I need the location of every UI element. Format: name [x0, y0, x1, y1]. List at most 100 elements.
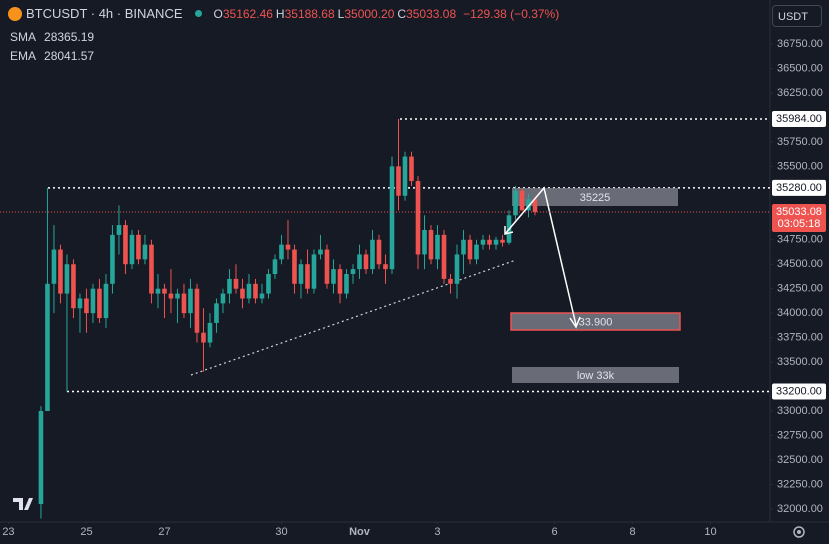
candle-body	[350, 269, 356, 275]
candle-body	[45, 283, 50, 412]
candle-body	[162, 288, 167, 294]
candle-body	[168, 293, 174, 299]
candle-body	[207, 322, 213, 343]
readout-value: 35033.08	[406, 6, 457, 21]
candle-body	[90, 288, 96, 314]
y-tick-label: 34000.00	[777, 307, 823, 319]
indicator: EMA 28041.57	[10, 47, 94, 66]
candle-body	[194, 288, 200, 333]
readout-key: O	[213, 6, 223, 21]
candle-body	[344, 274, 349, 294]
candle-body	[181, 293, 187, 314]
candle-body	[370, 239, 375, 270]
tv-logo	[13, 498, 33, 510]
x-tick-label: 8	[629, 526, 635, 538]
candle-body	[448, 278, 453, 284]
readout-key: L	[337, 6, 345, 21]
candle-body	[272, 259, 278, 275]
readout-value: 35188.68	[284, 6, 335, 21]
candle-body	[51, 249, 57, 284]
candle-body	[71, 264, 76, 309]
candle-body	[409, 156, 414, 182]
candle-body	[519, 190, 525, 211]
candle-body	[532, 199, 538, 213]
candle-body	[500, 239, 505, 243]
header: BTCUSDT · 4h · BINANCE O35162.46 H35188.6…	[8, 6, 559, 21]
candle-body	[253, 283, 258, 299]
candle-body	[461, 239, 466, 255]
annotation-box	[512, 188, 678, 206]
indicator-value: 28041.57	[44, 49, 95, 63]
readout-key: H	[275, 6, 285, 21]
indicators: SMA 28365.19 EMA 28041.57	[10, 28, 94, 66]
candle-body	[422, 229, 427, 255]
countdown: 03:05:18	[778, 218, 821, 230]
candle-body	[214, 303, 219, 323]
candle-body	[396, 166, 401, 196]
candle-body	[318, 249, 323, 255]
status-dot	[194, 10, 202, 17]
annotation-text: 33.900	[579, 316, 613, 328]
candle-body	[428, 229, 434, 260]
settings-icon[interactable]	[793, 526, 805, 538]
y-tick-label: 33750.00	[777, 332, 823, 344]
candle-body	[454, 254, 460, 284]
x-tick-label: 6	[551, 526, 557, 538]
candle-body	[77, 298, 83, 309]
x-tick-label: 25	[80, 526, 92, 538]
candle-body	[129, 234, 135, 265]
candle-body	[285, 244, 291, 250]
y-tick-label: 32250.00	[777, 478, 823, 490]
candle-body	[220, 293, 226, 304]
y-tick-label: 36250.00	[777, 87, 823, 99]
currency-button[interactable]: USDT	[772, 5, 822, 27]
candle-body	[480, 239, 486, 245]
candle-body	[227, 278, 232, 294]
x-tick-label: Nov	[349, 526, 371, 538]
y-tick-label: 33500.00	[777, 356, 823, 368]
candle-body	[123, 225, 128, 265]
candle-body	[441, 234, 447, 279]
candle-body	[513, 190, 518, 216]
annotation-box	[512, 367, 679, 383]
trendline	[190, 259, 517, 376]
candle-body	[324, 249, 330, 284]
annotation-text: low 33k	[577, 370, 615, 382]
candle-body	[136, 234, 141, 260]
ohlc-readout: O35162.46 H35188.68 L35000.20 C35033.08	[214, 7, 457, 21]
level-label-box	[772, 383, 826, 400]
candle-body	[64, 264, 70, 294]
level-label: 35984.00	[776, 113, 822, 125]
arrow-head	[504, 226, 514, 235]
candle-body	[142, 244, 148, 260]
candle-body	[175, 293, 180, 299]
candle-body	[493, 239, 499, 245]
candle-body	[311, 254, 317, 289]
candle-body	[357, 254, 362, 270]
y-tick-label: 36500.00	[777, 62, 823, 74]
plot-area: 35225 33.900 low 33k	[0, 118, 770, 519]
candle-body	[435, 234, 440, 260]
candle-body	[240, 288, 245, 299]
x-tick-label: 30	[275, 526, 287, 538]
y-tick-label: 34750.00	[777, 234, 823, 246]
y-tick-label: 32750.00	[777, 429, 823, 441]
y-tick-label: 32500.00	[777, 454, 823, 466]
candle-body	[149, 244, 154, 294]
candle-body	[155, 288, 161, 294]
candle-body	[474, 244, 479, 260]
candle-body	[58, 249, 63, 294]
x-tick-label: 27	[158, 526, 170, 538]
y-tick-label: 33000.00	[777, 405, 823, 417]
candle-body	[363, 254, 369, 270]
y-tick-label: 36750.00	[777, 38, 823, 50]
indicator-value: 28365.19	[44, 30, 95, 44]
readout-key: C	[397, 6, 407, 21]
candle-body	[259, 293, 265, 299]
candle-body	[292, 249, 297, 284]
candle-body	[110, 234, 115, 284]
y-tick-label: 32000.00	[777, 503, 823, 515]
level-label-box	[772, 179, 826, 196]
candle-body	[298, 264, 304, 284]
last-price-box	[772, 204, 826, 233]
